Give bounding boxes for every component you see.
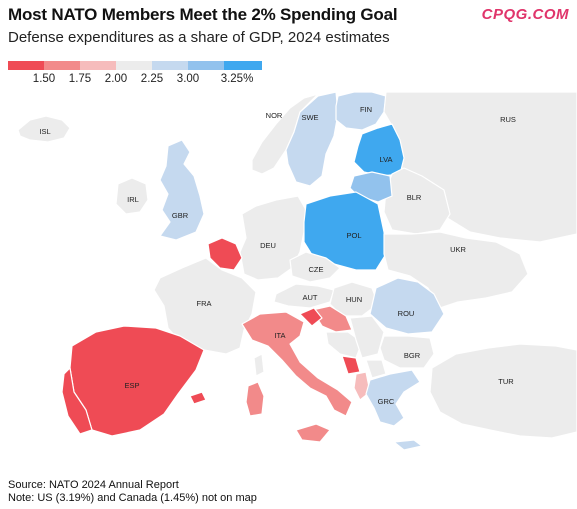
legend-tick-5: 3.00 (176, 73, 200, 85)
legend-swatch-5 (152, 61, 188, 70)
label-ESP: ESP (124, 381, 139, 390)
legend-swatch-6 (188, 61, 224, 70)
label-AUT: AUT (303, 293, 318, 302)
country-GRC-crete[interactable] (393, 439, 423, 451)
label-LVA: LVA (379, 155, 392, 164)
label-ROU: ROU (398, 309, 415, 318)
label-CZE: CZE (309, 265, 324, 274)
label-BGR: BGR (404, 351, 421, 360)
legend-tick-6: 3.25% (220, 73, 254, 85)
legend-tick-1: 1.50 (32, 73, 56, 85)
label-GBR: GBR (172, 211, 189, 220)
label-FRA: FRA (197, 299, 212, 308)
label-NOR: NOR (266, 111, 283, 120)
label-IRL: IRL (127, 195, 139, 204)
country-ITA-sardinia[interactable] (245, 381, 265, 417)
label-UKR: UKR (450, 245, 466, 254)
country-ITA-sicily[interactable] (295, 423, 331, 443)
country-GBR[interactable] (159, 139, 205, 241)
label-RUS: RUS (500, 115, 516, 124)
label-ITA: ITA (274, 331, 285, 340)
country-HRV[interactable] (311, 305, 353, 333)
country-FRA-corsica[interactable] (253, 353, 265, 377)
legend-swatch-4 (116, 61, 152, 70)
country-CZE[interactable] (289, 251, 341, 283)
country-ESP-balearic[interactable] (189, 391, 207, 405)
label-POL: POL (346, 231, 361, 240)
legend-tick-2: 1.75 (68, 73, 92, 85)
legend-swatch-2 (44, 61, 80, 70)
country-ITA[interactable] (241, 311, 353, 417)
country-ISL[interactable] (17, 115, 71, 143)
legend-swatch-1 (8, 61, 44, 70)
label-HUN: HUN (346, 295, 362, 304)
footnote: Note: US (3.19%) and Canada (1.45%) not … (8, 492, 257, 504)
label-FIN: FIN (360, 105, 372, 114)
brand-logo: CPQG.COM (481, 6, 569, 23)
source-note: Source: NATO 2024 Annual Report (8, 479, 179, 491)
country-FRA[interactable] (153, 257, 257, 355)
country-UKR[interactable] (383, 231, 529, 309)
legend-tick-3: 2.00 (104, 73, 128, 85)
legend-swatch-3 (80, 61, 116, 70)
country-GRC[interactable] (365, 369, 421, 427)
chart-subtitle: Defense expenditures as a share of GDP, … (8, 29, 390, 46)
country-ROU[interactable] (369, 277, 445, 335)
legend-swatch-7 (224, 61, 262, 70)
country-SRB[interactable] (349, 315, 385, 359)
country-FIN[interactable] (335, 92, 387, 131)
country-PRT[interactable] (61, 367, 93, 435)
country-MKD[interactable] (365, 359, 387, 379)
label-GRC: GRC (378, 397, 395, 406)
label-ISL: ISL (39, 127, 50, 136)
color-legend: 1.50 1.75 2.00 2.25 3.00 3.25% (8, 61, 262, 91)
country-SVN[interactable] (299, 307, 323, 327)
footer-notes: Source: NATO 2024 Annual Report Note: US… (8, 479, 257, 505)
country-BGR[interactable] (379, 335, 435, 369)
country-MNE[interactable] (341, 355, 361, 375)
label-DEU: DEU (260, 241, 276, 250)
country-LVA[interactable] (353, 123, 405, 177)
label-BLR: BLR (407, 193, 422, 202)
label-SWE: SWE (301, 113, 318, 122)
legend-tick-4: 2.25 (140, 73, 164, 85)
country-POL[interactable] (303, 191, 387, 271)
country-SWE[interactable] (285, 92, 339, 187)
europe-map: ISL IRL GBR NOR SWE FIN RUS LVA BLR DEU … (0, 92, 577, 470)
country-TUR[interactable] (429, 343, 577, 439)
country-HUN[interactable] (329, 281, 379, 317)
chart-title: Most NATO Members Meet the 2% Spending G… (8, 5, 398, 24)
label-TUR: TUR (498, 377, 514, 386)
country-IRL[interactable] (115, 177, 149, 215)
country-BLR[interactable] (383, 167, 451, 235)
map-canvas: ISL IRL GBR NOR SWE FIN RUS LVA BLR DEU … (17, 92, 577, 451)
country-BEL[interactable] (207, 237, 243, 271)
